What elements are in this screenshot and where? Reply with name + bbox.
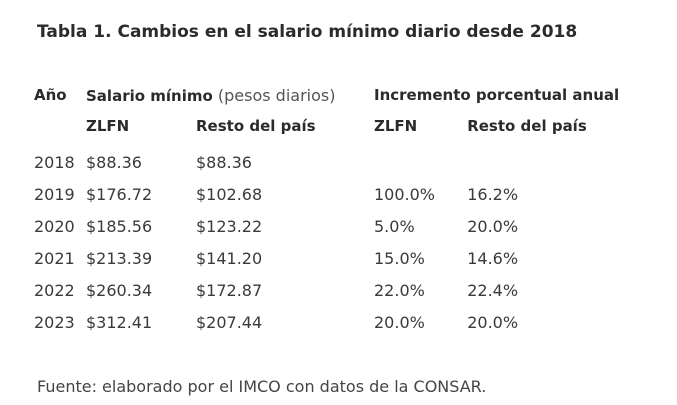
header-row-1: Año Salario mínimo (pesos diarios) Incre… [34,84,619,106]
cell-zlfn-salary: $185.56 [86,216,153,236]
cell-rest-salary: $102.68 [196,184,263,204]
cell-rest-salary: $123.22 [196,216,263,236]
cell-zlfn-salary: $260.34 [86,280,153,300]
table-row: 2021 $213.39 $141.20 15.0% 14.6% [34,242,619,274]
cell-rest-pct: 20.0% [467,216,519,236]
cell-year: 2023 [34,312,75,332]
cell-zlfn-salary: $176.72 [86,184,153,204]
cell-rest-salary: $207.44 [196,312,263,332]
cell-rest-pct: 20.0% [467,312,519,332]
cell-zlfn-pct: 100.0% [374,184,436,204]
cell-zlfn-salary: $213.39 [86,248,153,268]
cell-zlfn-pct: 5.0% [374,216,415,236]
cell-year: 2021 [34,248,75,268]
salary-table: Año Salario mínimo (pesos diarios) Incre… [34,84,619,338]
header-salary-unit: (pesos diarios) [212,85,336,105]
cell-year: 2022 [34,280,75,300]
header-rest-salary: Resto del país [196,117,316,135]
table-row: 2020 $185.56 $123.22 5.0% 20.0% [34,210,619,242]
header-salary: Salario mínimo (pesos diarios) [86,84,374,106]
cell-zlfn-pct: 22.0% [374,280,425,300]
cell-zlfn-pct: 20.0% [374,312,425,332]
cell-rest-pct: 22.4% [467,280,519,300]
cell-year: 2018 [34,152,75,172]
header-zlfn-pct: ZLFN [374,117,418,135]
table-row: 2019 $176.72 $102.68 100.0% 16.2% [34,178,619,210]
table-row: 2023 $312.41 $207.44 20.0% 20.0% [34,306,619,338]
cell-zlfn-pct: 15.0% [374,248,425,268]
cell-year: 2019 [34,184,75,204]
header-rest-pct: Resto del país [467,117,587,135]
cell-rest-pct: 14.6% [467,248,519,268]
cell-zlfn-salary: $312.41 [86,312,153,332]
header-salary-bold: Salario mínimo [86,86,213,105]
cell-rest-salary: $88.36 [196,152,252,172]
header-increase: Incremento porcentual anual [374,86,620,104]
header-year: Año [34,86,67,104]
table-row: 2022 $260.34 $172.87 22.0% 22.4% [34,274,619,306]
source-note: Fuente: elaborado por el IMCO con datos … [37,377,487,396]
table-title: Tabla 1. Cambios en el salario mínimo di… [37,22,578,42]
cell-rest-salary: $141.20 [196,248,263,268]
cell-zlfn-salary: $88.36 [86,152,142,172]
cell-rest-pct [467,146,619,178]
cell-year: 2020 [34,216,75,236]
cell-rest-pct: 16.2% [467,184,519,204]
cell-zlfn-pct [374,146,467,178]
table-row: 2018 $88.36 $88.36 [34,146,619,178]
header-zlfn-salary: ZLFN [86,117,130,135]
header-row-2: ZLFN Resto del país ZLFN Resto del país [34,106,619,146]
cell-rest-salary: $172.87 [196,280,263,300]
header-empty [34,106,86,146]
